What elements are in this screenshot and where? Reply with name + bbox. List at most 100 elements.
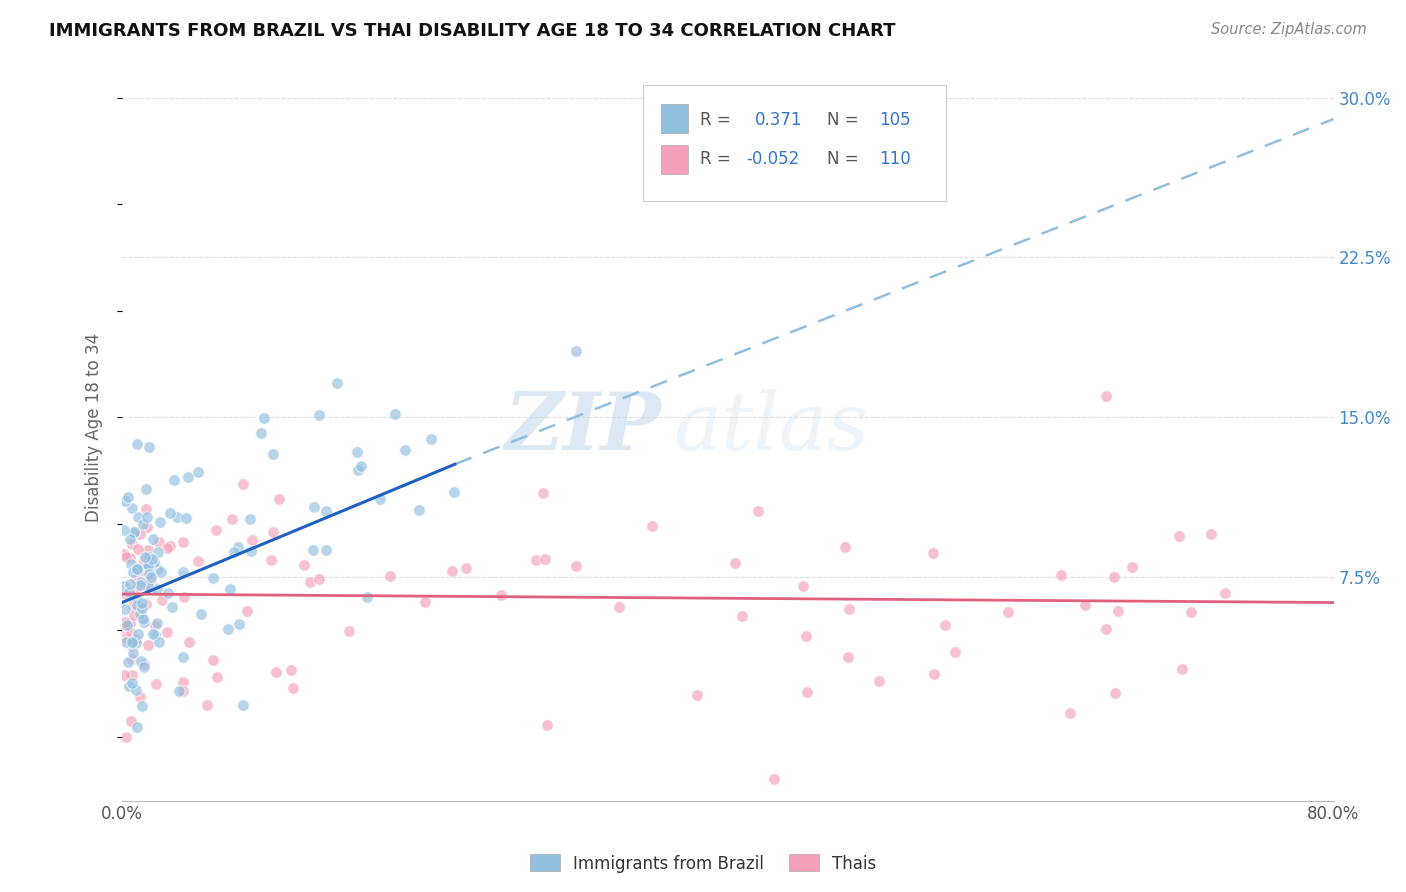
Point bbox=[136, 510, 159, 524]
Point bbox=[443, 485, 465, 500]
Point bbox=[1201, 527, 1223, 541]
Point bbox=[124, 632, 146, 646]
Point bbox=[120, 551, 142, 566]
Point bbox=[125, 683, 148, 698]
Point bbox=[132, 660, 155, 674]
Point bbox=[747, 504, 769, 518]
Point bbox=[138, 542, 160, 557]
Point bbox=[131, 698, 153, 713]
Point bbox=[121, 500, 143, 515]
Point bbox=[121, 676, 143, 690]
Point bbox=[121, 639, 143, 653]
Point bbox=[641, 518, 664, 533]
Point bbox=[125, 437, 148, 451]
Point bbox=[315, 504, 337, 518]
Point bbox=[1095, 622, 1118, 636]
Point bbox=[1074, 598, 1097, 612]
Point bbox=[217, 622, 239, 636]
Point bbox=[120, 714, 142, 728]
Point bbox=[796, 685, 818, 699]
Point bbox=[117, 656, 139, 670]
Point bbox=[127, 627, 149, 641]
Point bbox=[221, 511, 243, 525]
Point bbox=[337, 624, 360, 638]
Point bbox=[135, 597, 157, 611]
Point bbox=[173, 590, 195, 604]
Point bbox=[146, 615, 169, 630]
Bar bbox=[661, 103, 688, 134]
Point bbox=[155, 541, 177, 555]
Point bbox=[1215, 586, 1237, 600]
Point bbox=[115, 587, 138, 601]
Text: N =: N = bbox=[827, 111, 859, 129]
Point bbox=[239, 544, 262, 558]
Point bbox=[131, 596, 153, 610]
Point bbox=[187, 554, 209, 568]
Point bbox=[138, 638, 160, 652]
Point bbox=[138, 550, 160, 565]
Point bbox=[420, 432, 443, 446]
Point bbox=[121, 652, 143, 666]
Point bbox=[190, 607, 212, 621]
Point bbox=[122, 565, 145, 579]
Point bbox=[131, 609, 153, 624]
Point bbox=[118, 584, 141, 599]
Point bbox=[112, 617, 135, 632]
Point bbox=[201, 571, 224, 585]
Point bbox=[218, 582, 240, 596]
Point bbox=[146, 545, 169, 559]
Point bbox=[121, 537, 143, 551]
Point bbox=[792, 579, 814, 593]
Point bbox=[253, 410, 276, 425]
Point bbox=[565, 344, 588, 359]
Point bbox=[139, 570, 162, 584]
Point bbox=[159, 539, 181, 553]
Point bbox=[533, 552, 555, 566]
Point bbox=[112, 524, 135, 538]
Point bbox=[134, 502, 156, 516]
Point bbox=[724, 556, 747, 570]
Point bbox=[156, 624, 179, 639]
Point bbox=[239, 512, 262, 526]
Point bbox=[127, 542, 149, 557]
Point bbox=[1104, 686, 1126, 700]
Point bbox=[794, 629, 817, 643]
Point bbox=[122, 525, 145, 540]
Point bbox=[120, 557, 142, 571]
Point bbox=[441, 564, 464, 578]
Point bbox=[1095, 389, 1118, 403]
Point bbox=[141, 574, 163, 588]
Point bbox=[269, 492, 291, 507]
Point bbox=[136, 520, 159, 534]
Point bbox=[112, 547, 135, 561]
Point bbox=[281, 681, 304, 696]
Point bbox=[127, 562, 149, 576]
Point bbox=[145, 562, 167, 576]
Point bbox=[408, 503, 430, 517]
Point bbox=[118, 532, 141, 546]
Point bbox=[124, 635, 146, 649]
Point bbox=[135, 578, 157, 592]
Point bbox=[607, 599, 630, 614]
Point bbox=[997, 605, 1019, 619]
Point bbox=[205, 523, 228, 537]
Point bbox=[121, 646, 143, 660]
Point bbox=[127, 599, 149, 613]
Point bbox=[112, 579, 135, 593]
Point bbox=[172, 683, 194, 698]
Point bbox=[263, 524, 285, 539]
Point bbox=[1050, 567, 1073, 582]
Point bbox=[834, 540, 856, 554]
Point bbox=[114, 602, 136, 616]
Point bbox=[347, 462, 370, 476]
Point bbox=[120, 626, 142, 640]
Text: IMMIGRANTS FROM BRAZIL VS THAI DISABILITY AGE 18 TO 34 CORRELATION CHART: IMMIGRANTS FROM BRAZIL VS THAI DISABILIT… bbox=[49, 22, 896, 40]
Point bbox=[177, 470, 200, 484]
Point bbox=[148, 634, 170, 648]
Point bbox=[524, 553, 547, 567]
Point bbox=[384, 407, 406, 421]
Point bbox=[131, 600, 153, 615]
Point bbox=[1121, 560, 1143, 574]
Point bbox=[125, 562, 148, 576]
Point bbox=[315, 543, 337, 558]
